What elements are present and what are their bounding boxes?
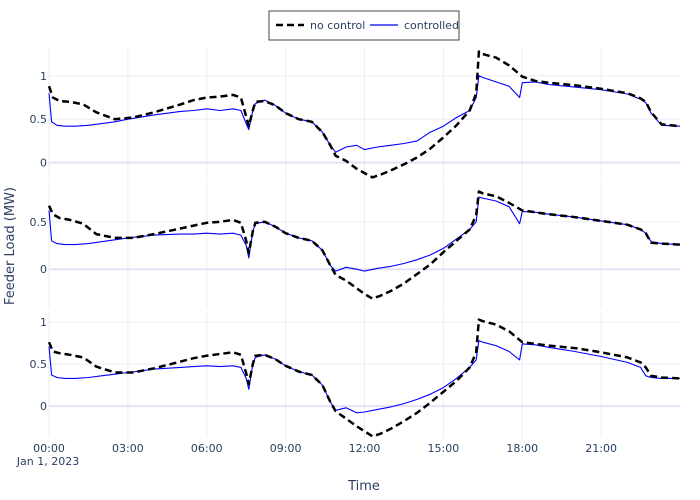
y-tick-label: 1 <box>40 316 47 329</box>
series-line-controlled <box>48 75 681 153</box>
x-axis-title: Time <box>347 479 380 494</box>
tick-layer: 00:00 03:00 06:00 09:00 12:00 15:00 18:00 21:00… <box>30 70 617 455</box>
x-tick-label: 12:00 <box>349 442 381 455</box>
y-tick-label: 0.5 <box>30 358 48 371</box>
y-tick-label: 0 <box>40 400 47 413</box>
y-tick-label: 0.5 <box>30 216 48 229</box>
x-tick-date: Jan 1, 2023 <box>16 455 79 468</box>
x-tick-label: 21:00 <box>585 442 617 455</box>
x-tick-label: 03:00 <box>112 442 144 455</box>
x-tick-label: 15:00 <box>428 442 460 455</box>
x-tick-label: 09:00 <box>270 442 302 455</box>
legend-label-no-control: no control <box>310 19 365 32</box>
x-tick-label: 06:00 <box>191 442 223 455</box>
y-tick-label: 0.5 <box>30 113 48 126</box>
series-line-no-control <box>47 318 681 438</box>
y-tick-label: 0 <box>40 157 47 170</box>
legend[interactable]: no control controlled <box>268 10 460 41</box>
series-line-no-control <box>47 190 681 300</box>
series-layer <box>47 50 681 438</box>
y-axis-title: Feeder Load (MW) <box>3 187 18 305</box>
x-tick-label: 00:00 <box>33 442 65 455</box>
y-tick-label: 0 <box>40 263 47 276</box>
grid-layer <box>48 48 680 438</box>
legend-label-controlled: controlled <box>404 19 459 32</box>
y-tick-label: 1 <box>40 70 47 83</box>
series-line-no-control <box>47 50 681 179</box>
x-tick-label: 18:00 <box>506 442 538 455</box>
